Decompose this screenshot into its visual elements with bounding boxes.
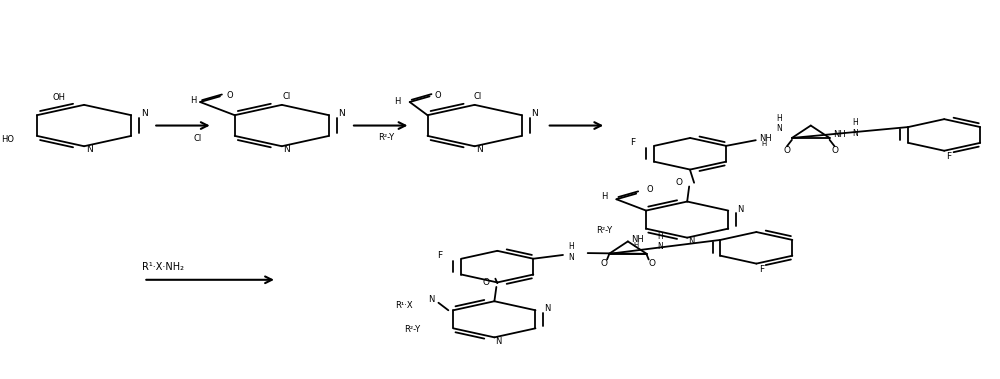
Text: N: N (428, 295, 435, 304)
Text: O: O (648, 259, 655, 268)
Text: O: O (483, 278, 490, 287)
Text: Cl: Cl (193, 135, 201, 143)
Text: Cl: Cl (283, 92, 291, 101)
Text: N: N (141, 109, 147, 118)
Text: NH: NH (631, 235, 644, 244)
Text: N: N (688, 237, 694, 246)
Text: NH: NH (833, 130, 846, 139)
Text: F: F (947, 152, 952, 161)
Text: H
N: H N (657, 232, 663, 251)
Text: R¹·X: R¹·X (395, 301, 413, 310)
Text: F: F (630, 138, 635, 147)
Text: O: O (676, 178, 683, 187)
Text: H: H (633, 242, 638, 248)
Text: O: O (601, 259, 608, 268)
Text: N: N (283, 146, 290, 155)
Text: R²-Y: R²-Y (596, 226, 613, 235)
Text: NH: NH (759, 134, 772, 143)
Text: N: N (86, 146, 92, 155)
Text: N: N (476, 146, 483, 155)
Text: N: N (531, 109, 538, 118)
Text: N: N (737, 205, 743, 213)
Text: N: N (544, 304, 551, 313)
Text: HO: HO (1, 135, 14, 144)
Text: N: N (338, 109, 345, 118)
Text: N: N (495, 337, 502, 346)
Text: F: F (759, 265, 764, 274)
Text: O: O (226, 91, 233, 100)
Text: R²-Y: R²-Y (378, 133, 394, 142)
Text: O: O (783, 146, 790, 155)
Text: R²-Y: R²-Y (404, 325, 420, 334)
Text: H: H (761, 141, 766, 147)
Text: H
N: H N (852, 118, 858, 138)
Text: R¹·X·NH₂: R¹·X·NH₂ (142, 262, 184, 272)
Text: OH: OH (53, 93, 66, 102)
Text: O: O (831, 146, 838, 155)
Text: F: F (437, 251, 442, 260)
Text: H: H (394, 97, 400, 106)
Text: O: O (647, 185, 653, 194)
Text: Cl: Cl (473, 92, 482, 101)
Text: H
N: H N (568, 242, 574, 262)
Text: H: H (601, 192, 608, 201)
Text: H
N: H N (776, 114, 782, 133)
Text: O: O (434, 91, 441, 100)
Text: H: H (190, 96, 196, 105)
